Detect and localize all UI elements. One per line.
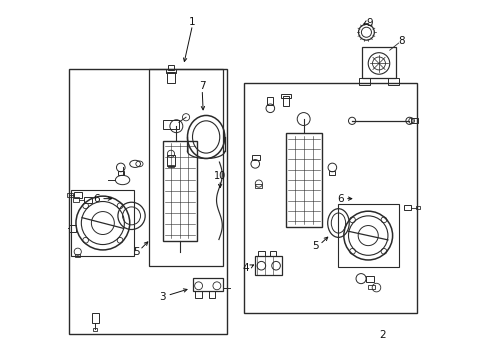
Bar [255,184,262,188]
Text: 8: 8 [397,36,404,46]
Bar [269,251,276,256]
Bar [73,197,79,202]
Bar [93,328,97,331]
Bar [118,171,123,175]
Bar [285,134,321,226]
Text: 3: 3 [159,292,166,302]
Bar [92,314,99,323]
Bar [163,140,197,241]
Bar [359,78,369,85]
Bar [252,154,259,160]
Bar [75,253,80,257]
Bar [387,78,398,85]
Bar [337,204,398,267]
Bar [267,97,273,105]
Text: 10: 10 [214,171,226,181]
Bar [208,291,215,298]
Bar [167,72,174,83]
Bar [166,155,175,166]
Text: 7: 7 [199,81,205,91]
Bar [69,225,76,232]
Bar [192,278,223,291]
Text: 1: 1 [189,17,195,27]
Bar [281,94,290,98]
Text: 4: 4 [242,263,248,273]
Bar [168,165,174,167]
Bar [165,69,176,73]
Bar [367,285,374,289]
Bar [282,96,289,107]
Bar [69,69,226,334]
Bar [403,205,410,211]
Text: 5: 5 [133,247,139,257]
Text: 6: 6 [93,194,100,204]
Bar [415,206,419,210]
Bar [255,256,282,275]
Bar [195,291,202,298]
Bar [244,83,416,313]
Text: 9: 9 [365,18,372,28]
Text: 5: 5 [311,241,318,251]
Bar [361,47,395,78]
Bar [329,171,335,175]
Text: 6: 6 [337,194,343,204]
Bar [74,192,82,198]
Text: 2: 2 [379,330,385,340]
Bar [83,197,92,203]
Bar [258,251,264,256]
Bar [67,193,73,197]
Bar [365,276,373,282]
Bar [410,118,417,123]
Bar [168,65,174,69]
Bar [149,69,223,266]
Bar [71,190,134,256]
Bar [163,120,179,129]
